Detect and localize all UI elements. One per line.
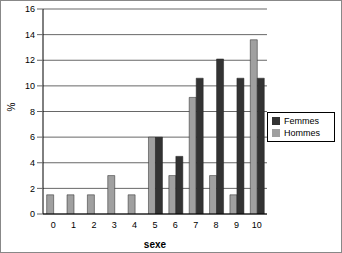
- html-text:Hommes: Hommes: [284, 127, 320, 138]
- svg-text:9: 9: [234, 220, 239, 230]
- svg-text:10: 10: [252, 220, 262, 230]
- svg-text:10: 10: [25, 81, 35, 91]
- svg-text:6: 6: [30, 132, 35, 142]
- svg-text:0: 0: [30, 209, 35, 219]
- svg-text:sexe: sexe: [144, 239, 167, 250]
- svg-text:0: 0: [51, 220, 56, 230]
- svg-text:5: 5: [152, 220, 157, 230]
- svg-text:6: 6: [173, 220, 178, 230]
- svg-text:%: %: [8, 103, 17, 112]
- svg-text:1: 1: [71, 220, 76, 230]
- svg-text:2: 2: [91, 220, 96, 230]
- svg-text:2: 2: [30, 184, 35, 194]
- svg-text:3: 3: [112, 220, 117, 230]
- svg-text:8: 8: [214, 220, 219, 230]
- html-text:Femmes: Femmes: [284, 115, 319, 126]
- svg-text:4: 4: [30, 158, 35, 168]
- svg-text:4: 4: [132, 220, 137, 230]
- svg-text:14: 14: [25, 30, 35, 40]
- svg-text:16: 16: [25, 4, 35, 14]
- svg-text:12: 12: [25, 55, 35, 65]
- svg-text:8: 8: [30, 107, 35, 117]
- svg-text:7: 7: [193, 220, 198, 230]
